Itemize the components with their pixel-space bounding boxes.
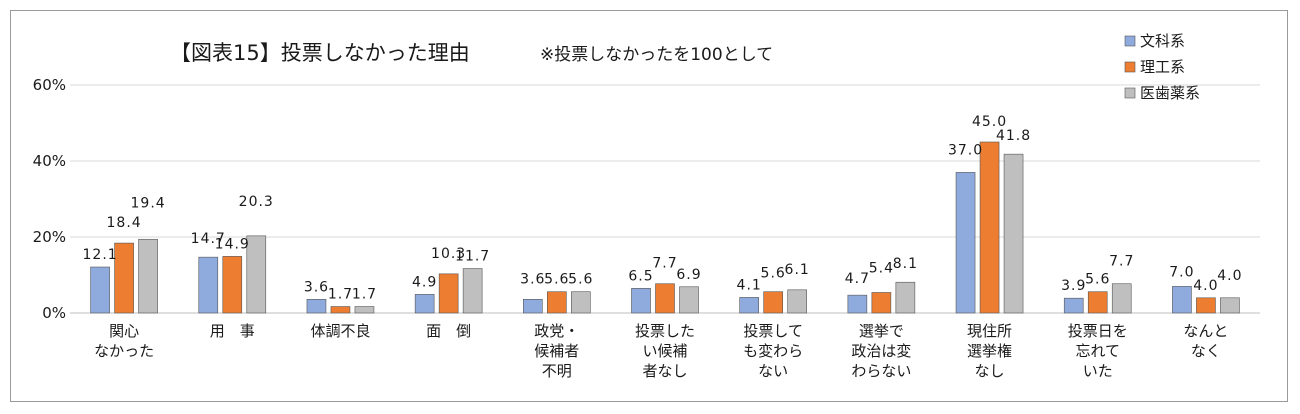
- data-label: 6.5: [628, 268, 653, 284]
- data-label: 5.4: [869, 260, 894, 276]
- legend-swatch: [1124, 61, 1136, 73]
- bar-bunka: [414, 294, 435, 314]
- bar-bunka: [306, 299, 327, 314]
- data-label: 3.9: [1061, 278, 1086, 294]
- data-label: 3.6: [304, 279, 329, 295]
- data-label: 19.4: [131, 195, 166, 211]
- category-label: なんとなく: [1183, 322, 1228, 360]
- data-label: 5.6: [544, 272, 569, 288]
- data-label: 5.6: [1085, 272, 1110, 288]
- bar-riko: [655, 283, 675, 314]
- bar-ishiyaku: [462, 268, 483, 314]
- bar-riko: [1087, 291, 1108, 314]
- legend-label: 医歯薬系: [1140, 84, 1200, 102]
- bar-riko: [222, 256, 243, 314]
- bar-ishiyaku: [138, 238, 158, 314]
- legend-swatch: [1124, 87, 1136, 99]
- data-label: 18.4: [107, 215, 142, 231]
- data-label: 3.6: [520, 271, 545, 287]
- bar-riko: [979, 141, 1000, 314]
- bar-bunka: [523, 299, 543, 314]
- category-label: 投票したい候補者なし: [635, 322, 695, 380]
- y-tick-label: 20%: [33, 228, 66, 246]
- bar-bunka: [198, 256, 219, 314]
- data-label: 6.1: [785, 262, 810, 278]
- data-label: 4.1: [737, 277, 762, 293]
- category-label: 投票しても変わらない: [743, 322, 803, 380]
- bar-ishiyaku: [895, 281, 916, 314]
- data-label: 45.0: [972, 114, 1007, 130]
- data-label: 5.6: [568, 272, 593, 288]
- bar-ishiyaku: [246, 235, 267, 314]
- bar-riko: [763, 291, 783, 314]
- bar-ishiyaku: [354, 306, 375, 314]
- bar-bunka: [955, 172, 976, 314]
- category-label: 選挙で政治は変わらない: [851, 322, 911, 380]
- legend-label: 理工系: [1140, 58, 1185, 76]
- bar-bunka: [739, 297, 759, 314]
- data-label: 11.7: [455, 249, 490, 265]
- bar-riko: [330, 306, 351, 314]
- bar-ishiyaku: [571, 291, 591, 314]
- y-tick-label: 0%: [42, 304, 66, 322]
- chart-subtitle: ※投票しなかったを100として: [540, 45, 773, 65]
- data-label: 8.1: [893, 256, 918, 272]
- y-tick-label: 40%: [33, 152, 66, 170]
- bar-riko: [1196, 297, 1216, 314]
- bar-riko: [547, 291, 567, 314]
- bar-bunka: [847, 294, 868, 314]
- category-label: 投票日を忘れていた: [1068, 322, 1128, 380]
- category-label: 政党・候補者不明: [534, 322, 579, 380]
- category-label: 用 事: [210, 322, 255, 340]
- category-label: 関心なかった: [94, 322, 154, 360]
- bar-bunka: [90, 266, 110, 314]
- chart-frame: [10, 10, 1288, 402]
- legend-swatch: [1124, 35, 1136, 47]
- data-label: 20.3: [239, 194, 274, 210]
- bar-ishiyaku: [1220, 297, 1240, 314]
- category-label: 面 倒: [426, 322, 471, 340]
- bar-riko: [871, 292, 892, 314]
- category-label: 体調不良: [310, 322, 370, 340]
- bar-riko: [438, 273, 459, 314]
- y-tick-label: 60%: [33, 76, 66, 94]
- data-label: 5.6: [761, 266, 786, 282]
- bar-bunka: [1063, 297, 1084, 314]
- bar-bunka: [631, 287, 651, 314]
- data-label: 7.7: [1109, 254, 1134, 270]
- data-label: 7.7: [652, 256, 677, 272]
- category-label: 現住所選挙権なし: [967, 322, 1012, 380]
- bar-ishiyaku: [1003, 153, 1024, 314]
- data-label: 37.0: [948, 142, 983, 158]
- data-label: 4.0: [1193, 278, 1218, 294]
- data-label: 4.7: [845, 271, 870, 287]
- data-label: 14.7: [191, 231, 226, 247]
- bar-bunka: [1172, 286, 1192, 314]
- bar-ishiyaku: [787, 289, 807, 314]
- data-label: 7.0: [1169, 264, 1194, 280]
- bar-ishiyaku: [1111, 283, 1132, 314]
- data-label: 12.1: [83, 247, 118, 263]
- data-label: 4.0: [1217, 268, 1242, 284]
- data-label: 6.9: [676, 267, 701, 283]
- bar-ishiyaku: [679, 286, 699, 314]
- data-label: 4.9: [412, 274, 437, 290]
- bar-riko: [114, 242, 134, 314]
- data-label: 41.8: [996, 128, 1031, 144]
- data-label: 10.3: [431, 246, 466, 262]
- chart-title: 【図表15】投票しなかった理由: [170, 41, 470, 65]
- data-label: 1.7: [352, 287, 377, 303]
- legend-label: 文科系: [1140, 32, 1185, 50]
- data-label: 14.9: [215, 236, 250, 252]
- data-label: 1.7: [328, 287, 353, 303]
